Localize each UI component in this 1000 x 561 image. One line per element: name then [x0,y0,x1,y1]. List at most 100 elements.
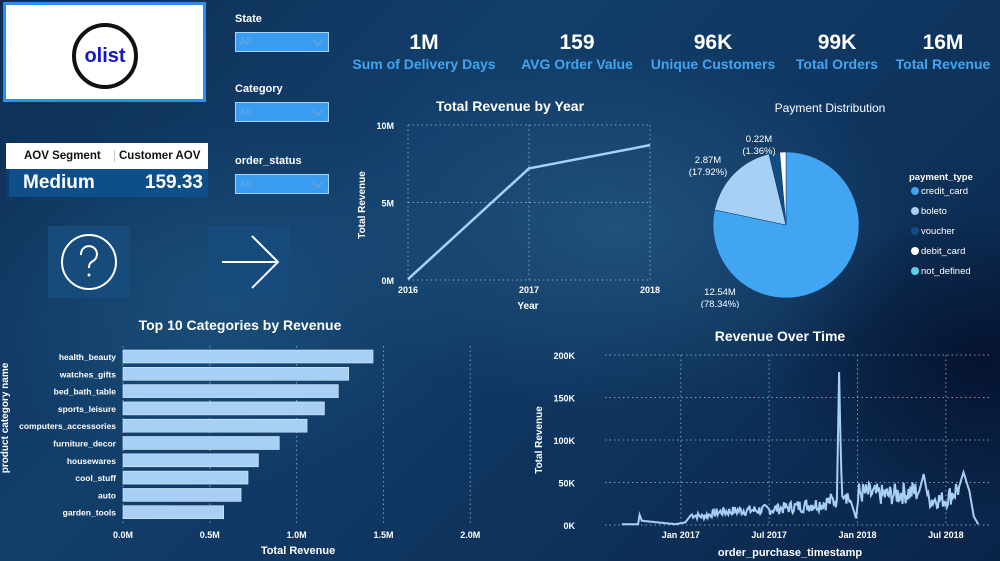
bar-health_beauty[interactable] [122,349,374,364]
bar-cool_stuff[interactable] [122,470,249,485]
bar-watches_gifts[interactable] [122,366,350,381]
x-axis-label: Total Revenue [261,545,335,557]
kpi-total-orders: 99K Total Orders [788,31,886,73]
y-tick-label: 0M [381,276,394,286]
aov-table-header: AOV Segment Customer AOV [6,143,208,169]
x-axis-label: Year [517,301,538,312]
order-status-dropdown-value: All [240,178,252,190]
kpi-value: 1M [409,31,439,54]
pie-slice-credit_card[interactable] [712,151,860,299]
pie-slice-boleto[interactable] [714,153,787,226]
top-categories-title: Top 10 Categories by Revenue [138,317,342,333]
x-tick-label: 1.0M [287,530,307,540]
pie-data-label-pct: (78.34%) [701,299,740,308]
payment-distribution-title: Payment Distribution [774,101,886,115]
kpi-delivery-days: 1M Sum of Delivery Days [340,31,508,73]
kpi-unique-customers: 96K Unique Customers [644,31,782,73]
revenue-by-year-chart: 0M 5M 10M 2016 2017 2018 Total Revenue Year [357,121,660,312]
arrow-right-icon [222,235,280,289]
pie-data-label: 2.87M [695,155,721,166]
y-axis-label: Total Revenue [357,171,368,239]
payment-distribution-chart: 12.54M(78.34%)2.87M(17.92%)0.22M(1.36%) … [689,134,973,308]
category-label: sports_leisure [58,404,116,414]
slicer-category-label: Category [235,83,283,95]
pie-data-label-pct: (1.36%) [742,146,775,157]
revenue-over-time-line [621,371,980,526]
legend-marker-debit_card [911,247,919,255]
bar-bed_bath_table[interactable] [122,384,339,398]
order-status-dropdown[interactable]: All [235,174,329,194]
kpi-value: 96K [693,31,733,54]
pie-slice-debit_card[interactable] [779,151,787,226]
category-label: auto [98,490,116,500]
customer-aov-header: Customer AOV [119,150,201,162]
legend-item-debit_card[interactable]: debit_card [921,246,965,257]
x-tick-label: Jan 2017 [662,530,700,540]
help-button[interactable] [48,226,130,298]
kpi-avg-order-value: 159 AVG Order Value [510,31,644,73]
x-tick-label: 2.0M [460,530,480,540]
kpi-label: AVG Order Value [521,56,633,72]
revenue-over-time-chart: 0K 50K 100K 150K 200K Jan 2017 Jul 2017 Jan 20… [534,351,990,559]
slicer-order-status: order_status All [235,155,329,194]
y-tick-label: 150K [553,394,575,404]
x-tick-label: Jan 2018 [838,530,876,540]
x-tick-label: Jul 2018 [928,530,964,540]
bar-furniture_decor[interactable] [122,436,280,450]
next-page-button[interactable] [208,226,290,298]
category-label: watches_gifts [59,369,116,379]
y-axis-label: product category name [0,362,11,473]
chevron-down-icon [312,181,324,188]
legend-item-boleto[interactable]: boleto [921,206,947,217]
y-tick-label: 200K [553,351,575,361]
aov-segment-value: Medium [23,172,95,193]
aov-table-row: Medium 159.33 [6,169,208,197]
pie-data-label: 0.22M [746,134,772,145]
bar-housewares[interactable] [122,453,259,468]
category-dropdown-value: All [240,106,252,118]
kpi-value: 159 [559,31,595,54]
revenue-over-time-title: Revenue Over Time [714,328,846,344]
category-label: computers_accessories [19,421,116,431]
y-axis-label: Total Revenue [534,406,545,474]
x-tick-label: 2016 [398,285,418,295]
legend-item-credit_card[interactable]: credit_card [921,186,968,197]
category-label: cool_stuff [75,473,116,483]
kpi-label: Total Revenue [895,56,991,72]
bar-garden_tools[interactable] [122,505,225,519]
logo-card: olist [3,2,206,102]
legend-marker-credit_card [911,187,919,195]
slicer-category: Category All [235,83,329,122]
legend-marker-voucher [911,227,919,235]
slicer-state-label: State [235,13,262,25]
legend-marker-not_defined [911,267,919,275]
revenue-by-year-line [407,143,651,281]
y-tick-label: 10M [376,121,394,131]
revenue-by-year-title: Total Revenue by Year [435,98,585,114]
bar-computers_accessories[interactable] [122,418,308,433]
logo-text: olist [84,44,126,67]
kpi-label: Total Orders [795,56,879,72]
category-label: housewares [67,456,116,466]
pie-data-label: 12.54M [704,287,736,298]
category-label: health_beauty [59,352,116,362]
y-tick-label: 0K [563,521,575,531]
category-dropdown[interactable]: All [235,102,329,122]
legend-item-not_defined[interactable]: not_defined [921,266,971,277]
aov-table: AOV Segment Customer AOV Medium 159.33 [6,143,208,197]
state-dropdown-value: All [240,36,252,48]
legend-item-voucher[interactable]: voucher [921,226,955,237]
category-label: garden_tools [63,508,117,518]
slicer-state: State All [235,13,329,52]
kpi-label: Unique Customers [650,56,776,72]
state-dropdown[interactable]: All [235,32,329,52]
kpi-value: 99K [817,31,857,54]
x-axis-label: order_purchase_timestamp [718,547,863,559]
bar-sports_leisure[interactable] [122,401,325,416]
y-tick-label: 100K [553,436,575,446]
x-tick-label: 2018 [640,285,660,295]
bar-auto[interactable] [122,488,242,502]
category-label: bed_bath_table [54,387,117,397]
slicer-order-status-label: order_status [235,155,302,167]
legend-title: payment_type [909,172,973,183]
